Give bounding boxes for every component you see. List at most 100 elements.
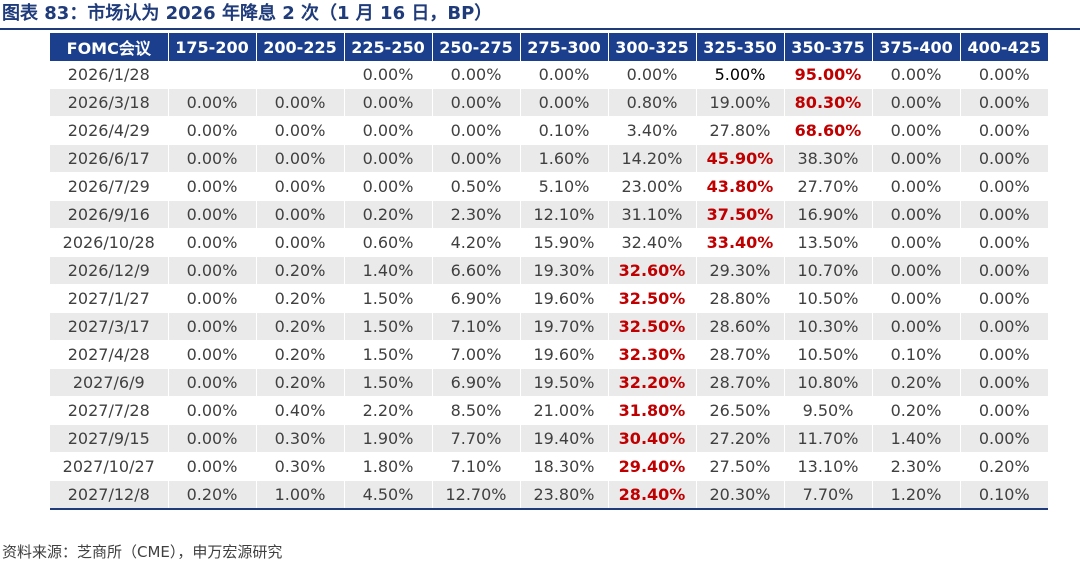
meeting-date-cell: 2026/1/28 — [50, 61, 168, 89]
probability-cell: 0.00% — [167, 452, 256, 481]
probability-cell: 0.60% — [343, 228, 432, 257]
probability-cell: 16.90% — [783, 200, 872, 229]
probability-cell: 0.00% — [431, 144, 520, 173]
probability-cell: 3.40% — [607, 116, 696, 145]
probability-cell: 1.50% — [343, 368, 432, 397]
probability-cell: 28.60% — [695, 312, 784, 341]
probability-cell: 0.20% — [255, 284, 344, 313]
probability-cell: 21.00% — [519, 396, 608, 425]
probability-cell: 0.00% — [959, 256, 1048, 285]
probability-cell: 1.50% — [343, 312, 432, 341]
column-header-rate-range: 200-225 — [255, 33, 344, 61]
source-note: 资料来源：芝商所（CME），申万宏源研究 — [2, 543, 283, 561]
probability-cell: 1.50% — [343, 340, 432, 369]
probability-cell: 0.00% — [167, 340, 256, 369]
probability-cell: 31.80% — [607, 396, 696, 425]
probability-cell: 20.30% — [695, 480, 784, 510]
probability-cell: 0.00% — [431, 88, 520, 117]
probability-cell: 38.30% — [783, 144, 872, 173]
probability-cell: 29.30% — [695, 256, 784, 285]
probability-cell: 28.80% — [695, 284, 784, 313]
probability-cell: 6.90% — [431, 284, 520, 313]
probability-cell: 0.20% — [167, 480, 256, 510]
probability-cell: 0.20% — [255, 312, 344, 341]
probability-cell: 1.50% — [343, 284, 432, 313]
probability-cell: 0.00% — [871, 228, 960, 257]
probability-cell: 0.00% — [167, 368, 256, 397]
probability-cell: 19.50% — [519, 368, 608, 397]
probability-cell: 0.00% — [255, 228, 344, 257]
meeting-date-cell: 2026/12/9 — [50, 256, 168, 285]
probability-cell: 1.60% — [519, 144, 608, 173]
probability-cell: 18.30% — [519, 452, 608, 481]
meeting-date-cell: 2027/7/28 — [50, 396, 168, 425]
probability-cell: 32.20% — [607, 368, 696, 397]
meeting-date-cell: 2027/6/9 — [50, 368, 168, 397]
probability-cell: 7.70% — [783, 480, 872, 510]
table-row: 2027/7/28 0.00% 0.40% 2.20% 8.50% 21.00% 31.80… — [50, 396, 1048, 425]
probability-cell: 8.50% — [431, 396, 520, 425]
probability-cell: 0.50% — [431, 172, 520, 201]
probability-cell: 28.70% — [695, 368, 784, 397]
probability-cell: 0.00% — [343, 144, 432, 173]
probability-cell: 0.00% — [343, 88, 432, 117]
probability-cell: 0.00% — [167, 284, 256, 313]
probability-cell: 43.80% — [695, 172, 784, 201]
probability-cell: 0.00% — [959, 340, 1048, 369]
probability-cell: 0.20% — [871, 368, 960, 397]
probability-cell — [167, 61, 256, 89]
probability-cell: 29.40% — [607, 452, 696, 481]
probability-cell: 1.40% — [871, 424, 960, 453]
probability-cell: 0.00% — [167, 88, 256, 117]
probability-cell: 0.00% — [959, 200, 1048, 229]
probability-cell: 0.00% — [959, 284, 1048, 313]
probability-cell: 1.90% — [343, 424, 432, 453]
meeting-date-cell: 2026/9/16 — [50, 200, 168, 229]
table-row: 2026/10/28 0.00% 0.00% 0.60% 4.20% 15.90% 32.4… — [50, 228, 1048, 257]
probability-cell: 0.00% — [167, 256, 256, 285]
fed-rate-probability-table: FOMC会议 175-200 200-225 225-250 250-275 275-30… — [50, 33, 1048, 510]
probability-cell: 0.00% — [431, 116, 520, 145]
probability-cell: 0.00% — [167, 312, 256, 341]
table-row: 2027/4/28 0.00% 0.20% 1.50% 7.00% 19.60% 32.30… — [50, 340, 1048, 369]
probability-cell: 0.20% — [255, 256, 344, 285]
meeting-date-cell: 2026/3/18 — [50, 88, 168, 117]
table-row: 2026/1/28 0.00% 0.00% 0.00% 0.00% 5.00% 95.00%… — [50, 61, 1048, 89]
probability-cell: 19.60% — [519, 284, 608, 313]
probability-cell: 0.00% — [959, 144, 1048, 173]
table-row: 2027/1/27 0.00% 0.20% 1.50% 6.90% 19.60% 32.50… — [50, 284, 1048, 313]
probability-cell: 32.30% — [607, 340, 696, 369]
probability-cell: 10.30% — [783, 312, 872, 341]
meeting-date-cell: 2027/9/15 — [50, 424, 168, 453]
probability-cell: 0.00% — [959, 312, 1048, 341]
probability-cell: 0.00% — [167, 424, 256, 453]
probability-cell: 0.00% — [959, 88, 1048, 117]
probability-cell: 0.00% — [167, 200, 256, 229]
probability-cell: 11.70% — [783, 424, 872, 453]
table-row: 2026/9/16 0.00% 0.00% 0.20% 2.30% 12.10% 31.10… — [50, 200, 1048, 229]
probability-cell: 0.00% — [959, 228, 1048, 257]
column-header-rate-range: 250-275 — [431, 33, 520, 61]
meeting-date-cell: 2026/4/29 — [50, 116, 168, 145]
column-header-rate-range: 325-350 — [695, 33, 784, 61]
probability-cell: 5.00% — [695, 61, 784, 89]
probability-cell: 0.00% — [167, 396, 256, 425]
probability-cell: 23.00% — [607, 172, 696, 201]
probability-cell: 33.40% — [695, 228, 784, 257]
table-row: 2026/4/29 0.00% 0.00% 0.00% 0.00% 0.10% 3.40% 2… — [50, 116, 1048, 145]
probability-cell: 0.20% — [959, 452, 1048, 481]
probability-cell: 1.00% — [255, 480, 344, 510]
table-row: 2026/12/9 0.00% 0.20% 1.40% 6.60% 19.30% 32.60… — [50, 256, 1048, 285]
probability-cell: 0.00% — [167, 144, 256, 173]
table-row: 2026/7/29 0.00% 0.00% 0.00% 0.50% 5.10% 23.00%… — [50, 172, 1048, 201]
probability-cell: 0.00% — [167, 172, 256, 201]
probability-cell: 13.10% — [783, 452, 872, 481]
probability-cell: 0.00% — [871, 172, 960, 201]
probability-cell: 0.00% — [343, 61, 432, 89]
probability-cell: 0.20% — [343, 200, 432, 229]
probability-cell: 0.00% — [871, 144, 960, 173]
title-underline — [0, 28, 1080, 30]
probability-cell: 30.40% — [607, 424, 696, 453]
probability-cell: 12.10% — [519, 200, 608, 229]
probability-cell: 0.00% — [959, 424, 1048, 453]
